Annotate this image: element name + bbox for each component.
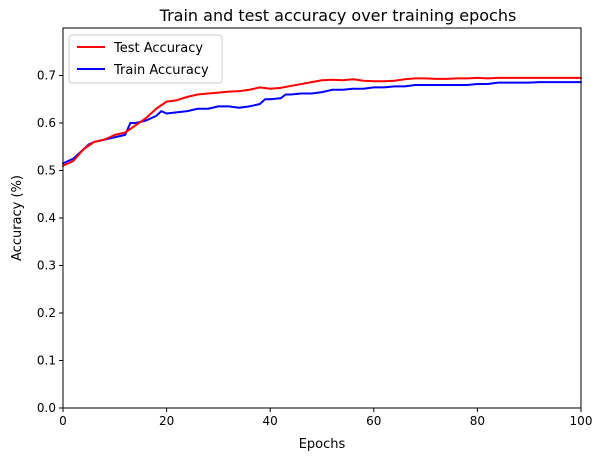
series-line-test-accuracy: [62, 76, 582, 167]
plot-area: [63, 28, 581, 408]
legend-label-test-accuracy: Test Accuracy: [113, 41, 203, 56]
y-tick-label: 0.6: [37, 116, 56, 130]
y-tick-label: 0.5: [37, 164, 56, 178]
legend: Test Accuracy Train Accuracy: [68, 34, 223, 84]
x-tick-label: 80: [470, 414, 485, 428]
y-tick-label: 0.7: [37, 69, 56, 83]
x-axis: 0 20 40 60 80 100: [59, 408, 592, 428]
legend-label-train-accuracy: Train Accuracy: [113, 63, 209, 78]
x-tick-label: 40: [263, 414, 278, 428]
x-tick-label: 0: [59, 414, 67, 428]
x-axis-label: Epochs: [299, 437, 346, 452]
y-tick-label: 0.0: [37, 401, 56, 415]
x-tick-label: 60: [366, 414, 381, 428]
x-tick-label: 100: [570, 414, 593, 428]
y-axis-label: Accuracy (%): [10, 175, 25, 261]
y-tick-label: 0.2: [37, 306, 56, 320]
y-axis: 0.0 0.1 0.2 0.3 0.4 0.5 0.6 0.7: [37, 69, 63, 415]
y-tick-label: 0.4: [37, 211, 56, 225]
y-tick-label: 0.3: [37, 259, 56, 273]
series-layer: [62, 76, 582, 167]
y-tick-label: 0.1: [37, 354, 56, 368]
legend-box: [68, 34, 223, 84]
series-line-train-accuracy: [62, 81, 582, 165]
x-tick-label: 20: [159, 414, 174, 428]
chart-title: Train and test accuracy over training ep…: [159, 6, 517, 25]
